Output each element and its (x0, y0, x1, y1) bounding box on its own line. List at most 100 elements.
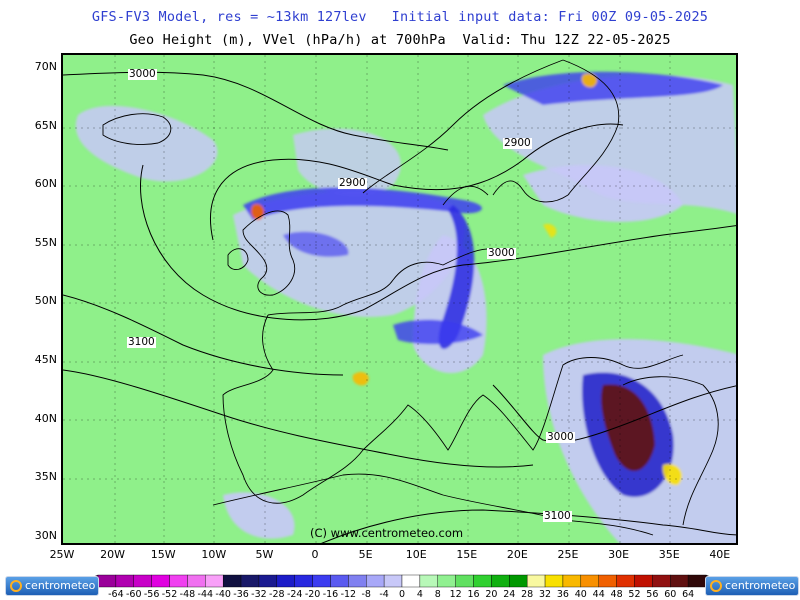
colorbar-swatch (580, 574, 599, 588)
ascent-area (75, 105, 218, 182)
logo-icon (710, 580, 722, 592)
colorbar-swatch (616, 574, 635, 588)
colorbar-label: -28 (269, 589, 285, 600)
colorbar-label: 16 (467, 589, 480, 600)
colorbar-label: -48 (179, 589, 196, 600)
colorbar-label: 8 (434, 589, 441, 600)
north-africa-coast (212, 473, 654, 536)
longitude-label: 30E (608, 548, 630, 561)
contour-3000-east (492, 384, 736, 443)
colorbar-swatch (401, 574, 421, 588)
colorbar-label: -60 (125, 589, 142, 600)
latitude-label: 50N (34, 294, 57, 308)
colorbar-swatch (687, 574, 707, 588)
map-title-line1: GFS-FV3 Model, res = ~13km 127lev Initia… (91, 9, 709, 25)
contour-label: 3000 (546, 431, 575, 443)
colorbar-label: 52 (628, 589, 641, 600)
ascent-area (293, 128, 401, 196)
colorbar-label: -20 (304, 589, 321, 600)
longitude-label: 40E (709, 548, 731, 561)
colorbar-swatch (670, 574, 689, 588)
centrometeo-logo-left: centrometeo (5, 576, 99, 596)
colorbar-swatch (115, 574, 134, 588)
longitude-label: 20W (100, 548, 126, 561)
colorbar-label: 24 (503, 589, 516, 600)
colorbar-label: 12 (449, 589, 462, 600)
subsidence-spots (352, 372, 369, 386)
longitude-label: 20E (506, 548, 528, 561)
latitude-label: 55N (34, 235, 57, 249)
colorbar-swatch (526, 574, 546, 588)
colorbar-label: -64 (108, 589, 124, 600)
colorbar-label: 56 (646, 589, 659, 600)
colorbar-swatch (652, 574, 671, 588)
ascent-area (483, 75, 736, 214)
subsidence-spots (543, 223, 557, 238)
centrometeo-logo-right: centrometeo (705, 576, 799, 596)
contour-3100-south (63, 369, 534, 468)
colorbar-swatch (491, 574, 510, 588)
longitude-label: 5W (255, 548, 274, 561)
contour-3000-low (140, 164, 736, 321)
colorbar-swatch (562, 574, 582, 588)
colorbar-swatch (544, 574, 564, 588)
ascent-band (503, 71, 723, 105)
colorbar-label: 36 (556, 589, 569, 600)
colorbar-swatch (205, 574, 224, 588)
copyright-text: (C) www.centrometeo.com (310, 526, 464, 540)
colorbar-label: -24 (286, 589, 303, 600)
colorbar-swatch (169, 574, 188, 588)
contour-label: 2900 (503, 137, 532, 149)
contour-label: 2900 (338, 177, 367, 189)
colorbar-label: 64 (682, 589, 695, 600)
colorbar-label: 28 (521, 589, 534, 600)
colorbar-swatch (366, 574, 385, 588)
eastern-med-coast (622, 376, 719, 526)
ascent-band (243, 187, 482, 220)
colorbar-label: 20 (485, 589, 498, 600)
weather-map (61, 53, 738, 545)
colorbar-swatch (383, 574, 403, 588)
colorbar-swatch (455, 574, 474, 588)
latitude-label: 45N (34, 353, 57, 366)
contour-label: 3000 (128, 68, 157, 80)
latitude-label: 70N (34, 60, 57, 73)
latitude-label: 30N (34, 528, 57, 542)
colorbar-swatch (634, 574, 653, 588)
coastlines (102, 59, 719, 536)
colorbar-swatch (348, 574, 367, 588)
longitude-label: 10W (201, 548, 227, 561)
colorbar-swatch (187, 574, 206, 588)
latitude-label: 40N (34, 411, 57, 425)
colorbar-label: 44 (592, 589, 605, 600)
latitude-label: 65N (34, 118, 57, 132)
british-isles-coast (227, 210, 295, 296)
colorbar-swatch (330, 574, 349, 588)
colorbar-label: 4 (416, 589, 423, 600)
strong-ascent-core (601, 384, 655, 472)
colorbar-label: -56 (143, 589, 160, 600)
latitude-label: 60N (34, 177, 57, 191)
contour-label: 3000 (487, 247, 516, 259)
colorbar-label: -8 (361, 589, 371, 600)
subsidence-spots (581, 73, 598, 88)
colorbar-swatch (258, 574, 278, 588)
colorbar-swatch (222, 574, 242, 588)
contour-3100-southeast (321, 509, 736, 543)
colorbar-swatch (312, 574, 331, 588)
longitude-label: 25E (557, 548, 579, 561)
contour-3100-west (63, 294, 344, 376)
ascent-band (438, 205, 475, 349)
colorbar-label: -32 (251, 589, 267, 600)
colorbar-label: 48 (610, 589, 623, 600)
ascent-area (523, 165, 683, 222)
colorbar-swatch (151, 574, 170, 588)
colorbar-label: -16 (322, 589, 339, 600)
colorbar-label: -44 (197, 589, 214, 600)
colorbar-swatch (97, 574, 117, 588)
longitude-label: 5E (358, 548, 373, 561)
ascent-band (393, 319, 483, 345)
longitude-label: 15E (456, 548, 478, 561)
graticule (63, 55, 736, 543)
logo-icon (10, 580, 22, 592)
